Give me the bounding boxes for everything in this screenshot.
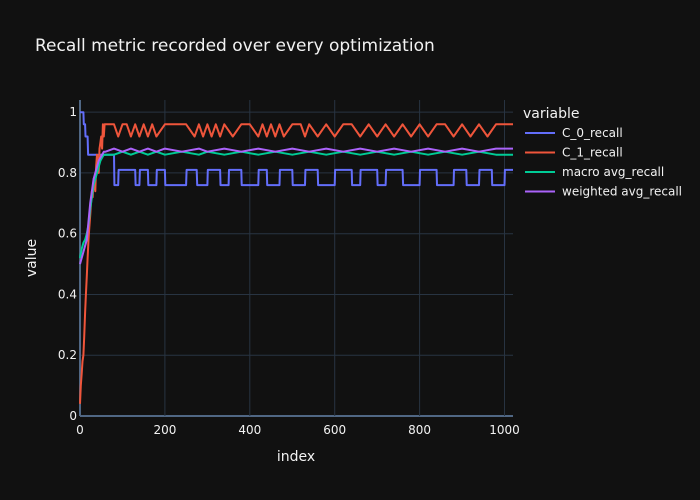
x-tick-label: 400 bbox=[238, 423, 261, 437]
gridlines bbox=[79, 100, 513, 417]
x-tick-label: 1000 bbox=[489, 423, 520, 437]
x-tick-label: 600 bbox=[323, 423, 346, 437]
chart-title: Recall metric recorded over every optimi… bbox=[35, 36, 435, 56]
legend-label: weighted avg_recall bbox=[562, 185, 682, 199]
y-tick-label: 1 bbox=[69, 105, 77, 119]
x-tick-label: 200 bbox=[153, 423, 176, 437]
series-line-weighted-avg-recall bbox=[79, 147, 513, 265]
legend-label: C_0_recall bbox=[562, 126, 623, 140]
legend-label: C_1_recall bbox=[562, 146, 623, 160]
x-axis-title: index bbox=[277, 449, 315, 465]
series-lines bbox=[79, 111, 513, 404]
x-tick-labels: 0 200 400 600 800 1000 bbox=[76, 423, 520, 437]
legend-label: macro avg_recall bbox=[562, 165, 664, 179]
y-axis-title: value bbox=[24, 239, 40, 277]
y-tick-labels: 0 0.2 0.4 0.6 0.8 1 bbox=[58, 105, 77, 423]
y-tick-label: 0.8 bbox=[58, 166, 77, 180]
series-line-c-1-recall bbox=[79, 123, 513, 404]
y-tick-label: 0 bbox=[69, 409, 77, 423]
y-tick-label: 0.6 bbox=[58, 227, 77, 241]
x-tick-label: 800 bbox=[408, 423, 431, 437]
y-tick-label: 0.4 bbox=[58, 287, 77, 301]
legend-title: variable bbox=[523, 106, 579, 122]
series-line-macro-avg-recall bbox=[79, 150, 513, 259]
y-tick-label: 0.2 bbox=[58, 348, 77, 362]
x-tick-label: 0 bbox=[76, 423, 84, 437]
series-line-c-0-recall bbox=[80, 111, 513, 187]
